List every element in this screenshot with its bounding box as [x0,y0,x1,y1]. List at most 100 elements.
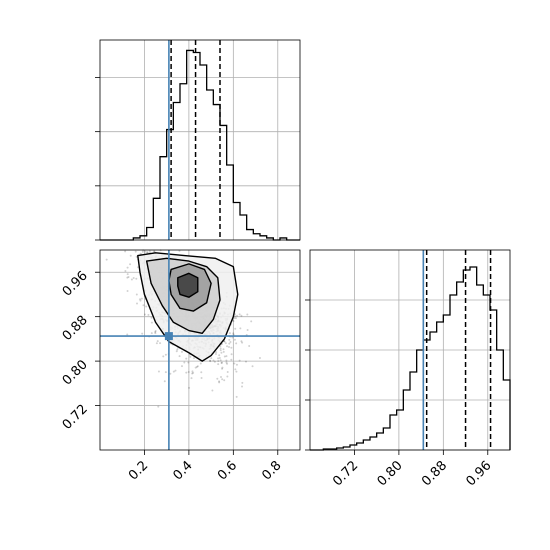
scatter-point [221,378,224,381]
scatter-point [230,353,233,356]
scatter-point [162,355,165,358]
scatter-point [233,362,236,365]
histogram-param1-quantile-lines [170,40,221,240]
scatter-point [221,366,224,369]
density-level-3 [177,273,198,298]
scatter-point [228,342,231,345]
scatter-point [189,355,192,358]
scatter-point [145,305,148,308]
scatter-point [248,344,251,347]
scatter-point [219,359,222,362]
scatter-point [174,369,177,372]
scatter-point [187,361,190,364]
scatter-point [223,340,226,343]
scatter-point [232,320,235,323]
scatter-point [157,370,160,373]
scatter-point [146,251,149,254]
scatter-point [140,297,143,300]
scatter-point [219,347,222,350]
scatter-point [225,359,228,362]
y-tick-label: 0.80 [60,357,91,388]
scatter-point [153,250,156,253]
scatter-point [192,371,195,374]
scatter-point [142,304,145,307]
scatter-point [226,345,229,348]
scatter-point [169,372,172,375]
scatter-point [219,376,222,379]
scatter-point [220,351,223,354]
scatter-point [129,263,132,266]
scatter-point [231,336,234,339]
scatter-point [136,302,139,305]
contour-line-1 [145,257,221,335]
scatter-point [141,332,144,335]
scatter-point [192,357,195,360]
scatter-point [234,327,237,330]
scatter-point [210,357,213,360]
joint-density-contours [137,252,239,362]
x-tick-label: 0.88 [419,458,450,489]
scatter-point [218,380,221,383]
x-tick-label: 0.72 [330,458,361,489]
scatter-point [238,359,241,362]
scatter-point [218,356,221,359]
scatter-point [180,350,183,353]
scatter-point [240,314,243,317]
scatter-point [172,370,175,373]
scatter-point [240,340,243,343]
scatter-point [126,290,129,293]
scatter-point [148,250,151,253]
scatter-point [156,340,159,343]
scatter-point [214,352,217,355]
scatter-point [220,362,223,365]
scatter-point [139,299,142,302]
scatter-point [228,332,231,335]
scatter-point [135,277,138,280]
scatter-point [159,342,162,345]
scatter-point [222,348,225,351]
y-tick-label: 0.96 [60,268,91,299]
scatter-point [126,273,129,276]
scatter-point [246,329,249,332]
scatter-point [226,371,229,374]
scatter-point [229,340,232,343]
scatter-point [226,362,229,365]
scatter-point [217,357,220,360]
scatter-point [200,371,203,374]
scatter-point [230,346,233,349]
contour-line-2 [168,263,212,312]
scatter-point [105,258,108,261]
scatter-point [194,366,197,369]
scatter-point [232,332,235,335]
scatter-point [258,356,261,359]
scatter-point [241,385,244,388]
joint-density-truth-marker [164,332,173,341]
x-tick-label: 0.96 [464,458,495,489]
scatter-point [235,370,238,373]
scatter-point [191,372,194,375]
scatter-point [226,375,229,378]
x-tick-label: 0.80 [375,458,406,489]
joint-density-panel: 0.2 0.4 0.6 0.8 0.72 0.80 0.88 0.96 [60,249,301,483]
scatter-point [164,371,167,374]
scatter-point [235,395,238,398]
scatter-point [225,361,228,364]
x-tick-label: 0.2 [126,458,151,483]
scatter-point [244,360,247,363]
scatter-point [199,362,202,365]
histogram-param1-bars [100,49,300,241]
scatter-point [178,249,181,252]
scatter-point [251,365,254,368]
scatter-point [164,353,167,356]
scatter-point [126,333,129,336]
scatter-point [183,361,186,364]
scatter-point [225,355,228,358]
scatter-point [137,266,140,269]
scatter-point [233,315,236,318]
scatter-point [239,327,242,330]
scatter-point [127,275,130,278]
scatter-point [238,313,241,316]
scatter-point [219,349,222,352]
scatter-point [234,368,237,371]
histogram-param1-yticks [95,77,100,241]
